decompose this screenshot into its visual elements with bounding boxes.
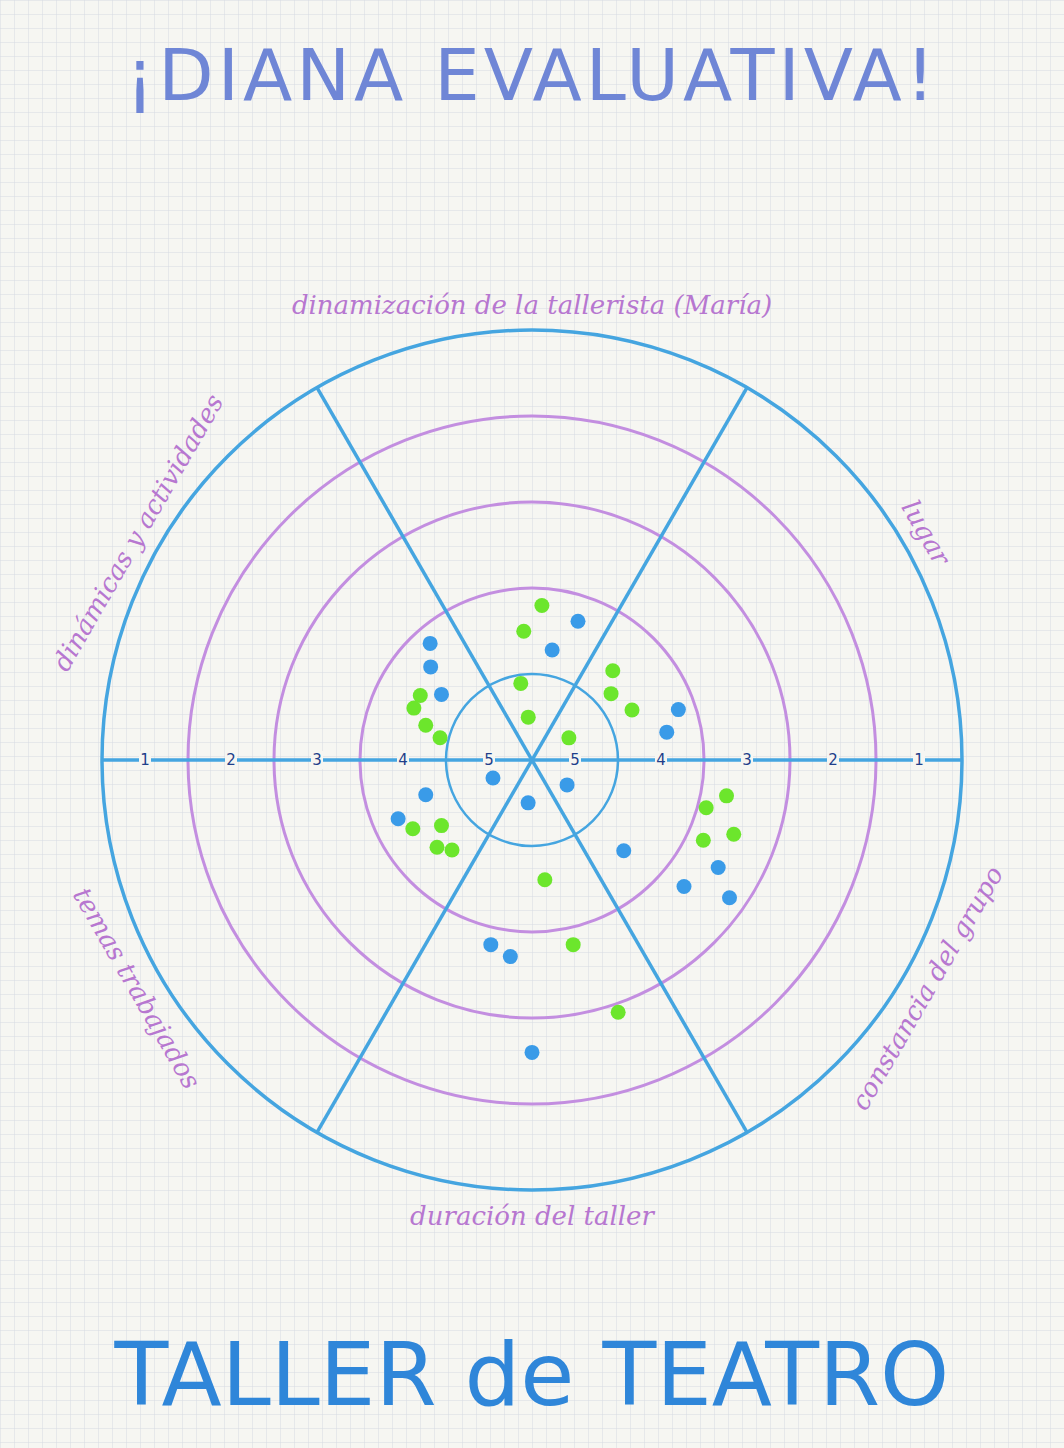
dot: [405, 821, 420, 836]
dot: [406, 701, 421, 716]
tick-patch: [741, 751, 753, 769]
tick-patch: [827, 751, 839, 769]
dot: [560, 777, 575, 792]
tick-patch: [311, 751, 323, 769]
ring-ticks: 1 2 3 4 5 1 2 3 4 5: [139, 751, 925, 769]
dot: [418, 718, 433, 733]
dot: [513, 676, 528, 691]
dot: [429, 840, 444, 855]
dot: [434, 687, 449, 702]
tick-label: 1: [140, 751, 150, 769]
dot: [391, 811, 406, 826]
subtitle: TALLER de TEATRO: [114, 1323, 950, 1426]
dot: [604, 686, 619, 701]
tick-label: 5: [484, 751, 494, 769]
dot: [625, 703, 640, 718]
tick-label: 3: [742, 751, 752, 769]
dot: [525, 1045, 540, 1060]
dot: [545, 643, 560, 658]
dot: [521, 795, 536, 810]
dot: [561, 730, 576, 745]
category-labels: lugar dinamización de la tallerista (Marí…: [46, 290, 1009, 1231]
dot: [423, 659, 438, 674]
dot: [566, 937, 581, 952]
title: ¡DIANA EVALUATIVA!: [125, 33, 938, 117]
tick-patch: [397, 751, 409, 769]
dot: [699, 800, 714, 815]
dot: [516, 624, 531, 639]
category-label: temas trabajados: [67, 882, 207, 1094]
dot: [423, 636, 438, 651]
dot: [503, 949, 518, 964]
dot: [445, 842, 460, 857]
dot: [719, 788, 734, 803]
tick-patch: [655, 751, 667, 769]
dot: [534, 598, 549, 613]
dot: [537, 872, 552, 887]
dot: [485, 771, 500, 786]
spoke: [317, 760, 532, 1132]
tick-label: 2: [226, 751, 236, 769]
spoke: [317, 388, 532, 760]
dot: [570, 614, 585, 629]
tick-label: 2: [828, 751, 838, 769]
chart: ¡DIANA EVALUATIVA! TALLER de TEATRO lugar d…: [0, 0, 1064, 1448]
dot: [659, 725, 674, 740]
tick-patch: [139, 751, 151, 769]
dot: [521, 710, 536, 725]
tick-patch: [569, 751, 581, 769]
dot: [616, 843, 631, 858]
dot: [726, 827, 741, 842]
dot: [696, 833, 711, 848]
dot: [611, 1005, 626, 1020]
tick-label: 4: [656, 751, 666, 769]
dot: [483, 937, 498, 952]
spoke: [532, 388, 747, 760]
tick-label: 3: [312, 751, 322, 769]
tick-label: 1: [914, 751, 924, 769]
spoke: [532, 760, 747, 1132]
tick-label: 5: [570, 751, 580, 769]
dot: [434, 818, 449, 833]
dot: [671, 702, 686, 717]
background: [0, 0, 1064, 1448]
category-label: lugar: [896, 495, 958, 572]
outer-ring: [102, 330, 962, 1190]
category-label: dinámicas y actividades: [46, 389, 229, 676]
dot: [711, 860, 726, 875]
tick-patch: [483, 751, 495, 769]
category-label: constancia del grupo: [845, 861, 1009, 1115]
category-label: dinamización de la tallerista (María): [292, 290, 772, 320]
dot: [677, 879, 692, 894]
category-label: duración del taller: [410, 1201, 655, 1231]
dot: [418, 787, 433, 802]
tick-label: 4: [398, 751, 408, 769]
rings: [102, 330, 962, 1190]
dot: [722, 890, 737, 905]
tick-patch: [913, 751, 925, 769]
dot: [605, 663, 620, 678]
points: [391, 598, 742, 1060]
dot: [433, 730, 448, 745]
tick-patch: [225, 751, 237, 769]
spokes: [102, 388, 962, 1133]
